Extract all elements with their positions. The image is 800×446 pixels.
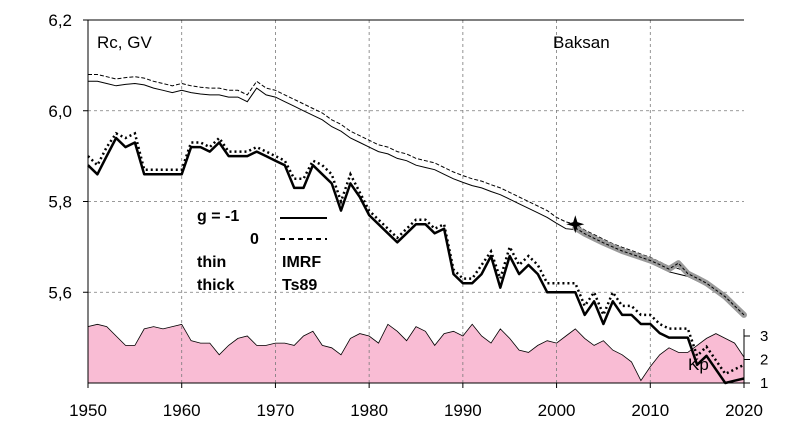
legend-g-zero: 0: [250, 231, 259, 248]
series-thick_g1: [87, 136, 745, 385]
kp-tick-label: 2: [760, 352, 768, 369]
x-tick-label: 1970: [257, 401, 295, 420]
y-tick-label: 6,0: [48, 102, 72, 121]
station-label: Baksan: [553, 33, 610, 52]
y-tick-label: 6,2: [48, 11, 72, 30]
kp-tick-label: 1: [760, 375, 768, 392]
y-axis-label: Rc, GV: [97, 33, 152, 52]
legend: g = -1 0 thin IMRF thick Ts89: [197, 208, 327, 294]
tick-label-layer: 1950 1960 1970 1980 1990 2000 2010 2020 6,2 6,0 5,…: [48, 11, 768, 420]
series-thin_g1: [88, 80, 745, 318]
series-ts89_band: [575, 227, 745, 316]
legend-ts89: Ts89: [282, 277, 317, 294]
x-tick-label: 1990: [444, 401, 482, 420]
kp-tick-label: 3: [760, 328, 768, 345]
x-tick-label: 2000: [538, 401, 576, 420]
y-tick-label: 5,6: [48, 283, 72, 302]
series-layer: [87, 74, 747, 385]
legend-g-label: g = -1: [197, 208, 239, 225]
legend-thin: thin: [197, 254, 226, 271]
x-tick-label: 1950: [69, 401, 107, 420]
legend-thick: thick: [197, 277, 234, 294]
series-ts89_band-band: [572, 224, 747, 318]
kp-area-layer: [87, 323, 745, 384]
x-tick-label: 2010: [631, 401, 669, 420]
series-thin_g0: [88, 74, 745, 314]
legend-imrf: IMRF: [282, 254, 321, 271]
x-tick-label: 2020: [725, 401, 763, 420]
grid-layer: [88, 20, 744, 383]
series-thick_g0: [87, 131, 745, 376]
kp-area: [87, 323, 745, 384]
marker-star: [566, 215, 585, 234]
kp-label: Kp: [688, 355, 709, 374]
y-tick-label: 5,8: [48, 193, 72, 212]
x-tick-label: 1960: [163, 401, 201, 420]
x-tick-label: 1980: [350, 401, 388, 420]
